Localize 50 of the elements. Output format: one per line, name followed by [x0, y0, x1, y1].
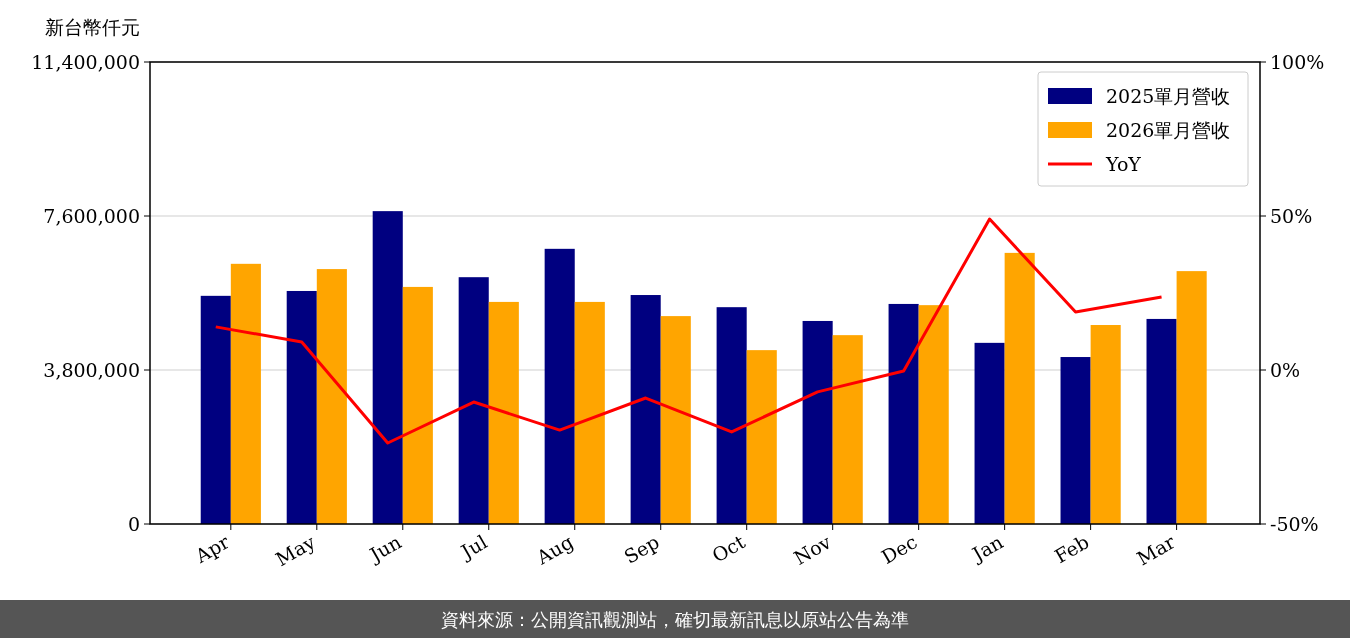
- x-tick-label: Jun: [364, 530, 405, 567]
- bar: [888, 303, 919, 524]
- source-note: 資料來源：公開資訊觀測站，確切最新訊息以原站公告為準: [441, 609, 909, 630]
- legend-label: 2026單月營收: [1106, 119, 1231, 141]
- legend-label: YoY: [1105, 153, 1142, 175]
- x-tick-label: Jul: [455, 530, 491, 564]
- bar: [1090, 325, 1121, 524]
- y-tick-label: 11,400,000: [31, 51, 140, 73]
- x-tick-label: Aug: [531, 530, 577, 570]
- bar: [372, 211, 403, 524]
- bar: [230, 263, 261, 524]
- x-tick-label: Apr: [190, 529, 234, 568]
- x-tick-label: Mar: [1133, 529, 1180, 570]
- bar: [402, 286, 433, 524]
- bar: [660, 316, 691, 524]
- x-tick-label: Oct: [708, 530, 750, 567]
- y2-tick-label: 50%: [1270, 205, 1313, 227]
- bar: [918, 305, 949, 524]
- bar: [544, 248, 575, 524]
- y-tick-label: 3,800,000: [43, 359, 140, 381]
- bar: [488, 301, 519, 524]
- x-tick-label: Sep: [620, 530, 663, 568]
- bar: [1004, 252, 1035, 524]
- legend-label: 2025單月營收: [1106, 85, 1231, 107]
- y-tick-label: 7,600,000: [43, 205, 140, 227]
- bar: [630, 295, 661, 524]
- y2-tick-label: -50%: [1270, 513, 1319, 535]
- y2-tick-label: 0%: [1270, 359, 1301, 381]
- bar: [1176, 271, 1207, 524]
- x-tick-label: May: [271, 530, 320, 571]
- bar: [974, 342, 1005, 524]
- bar: [458, 277, 489, 524]
- y-tick-label: 0: [127, 513, 140, 535]
- bar: [802, 320, 833, 524]
- x-tick-label: Jan: [966, 530, 1007, 567]
- bar: [316, 269, 347, 524]
- x-tick-label: Feb: [1050, 530, 1093, 568]
- y-axis-title: 新台幣仟元: [45, 16, 140, 38]
- x-tick-label: Dec: [877, 530, 921, 569]
- line-series: [214, 217, 1164, 445]
- y2-tick-label: 100%: [1270, 51, 1325, 73]
- bar: [716, 307, 747, 524]
- bar: [1146, 318, 1177, 524]
- bar: [1060, 357, 1091, 524]
- bar: [286, 290, 317, 524]
- bar: [200, 295, 231, 524]
- bar: [832, 335, 863, 524]
- bar: [746, 350, 777, 524]
- bar: [574, 301, 605, 524]
- x-tick-label: Nov: [790, 530, 835, 569]
